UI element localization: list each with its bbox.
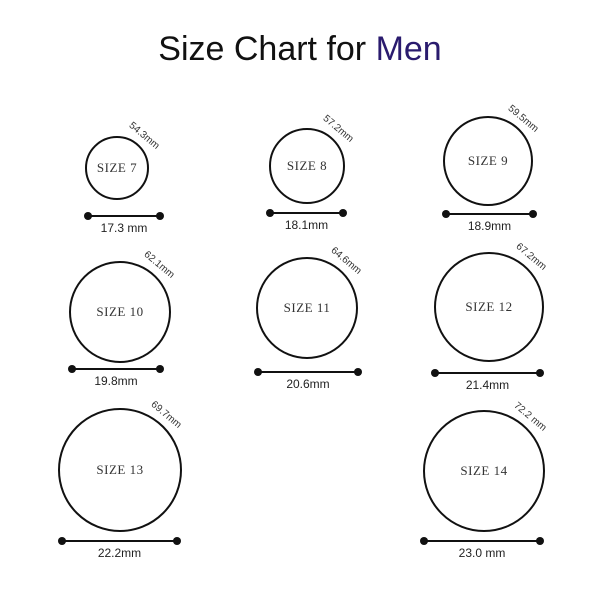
chart-title: Size Chart for Men <box>0 30 600 69</box>
endpoint-dot <box>431 369 439 377</box>
ring-circle <box>434 252 544 362</box>
title-prefix: Size Chart for <box>158 30 367 68</box>
size-label: SIZE 11 <box>283 300 331 315</box>
endpoint-dot <box>339 209 347 217</box>
endpoint-dot <box>529 210 537 218</box>
diameter-label: 22.2mm <box>97 546 142 560</box>
ring-circle <box>58 408 182 532</box>
ring-circle <box>69 261 171 363</box>
diameter-label: 23.0 mm <box>458 546 506 560</box>
ring-circle <box>85 136 149 200</box>
diameter-line <box>266 209 347 217</box>
diameter-label: 19.8mm <box>94 374 138 388</box>
diameter-line <box>431 369 544 377</box>
endpoint-dot <box>266 209 274 217</box>
endpoint-dot <box>84 212 92 220</box>
ring-circle <box>256 257 358 359</box>
endpoint-dot <box>156 212 164 220</box>
diameter-label: 17.3 mm <box>100 221 148 235</box>
endpoint-dot <box>420 537 428 545</box>
ring-circle <box>269 128 345 204</box>
size-label: SIZE 8 <box>286 158 328 173</box>
diameter-line <box>254 368 362 376</box>
diameter-line <box>84 212 164 220</box>
size-label: SIZE 10 <box>96 304 144 319</box>
size-label: SIZE 7 <box>96 160 138 175</box>
size-label: SIZE 12 <box>465 299 513 314</box>
endpoint-dot <box>173 537 181 545</box>
diameter-label: 20.6mm <box>286 377 330 391</box>
ring-circle <box>423 410 545 532</box>
diameter-line <box>420 537 544 545</box>
diameter-line <box>442 210 537 218</box>
endpoint-dot <box>68 365 76 373</box>
endpoint-dot <box>156 365 164 373</box>
ring-circle <box>443 116 533 206</box>
diameter-line <box>68 365 164 373</box>
endpoint-dot <box>254 368 262 376</box>
endpoint-dot <box>536 537 544 545</box>
size-label: SIZE 9 <box>467 153 509 168</box>
endpoint-dot <box>58 537 66 545</box>
size-label: SIZE 13 <box>96 462 144 477</box>
size-label: SIZE 14 <box>460 463 508 478</box>
endpoint-dot <box>354 368 362 376</box>
diameter-label: 18.9mm <box>467 219 512 233</box>
diameter-line <box>58 537 181 545</box>
diameter-label: 21.4mm <box>465 378 510 392</box>
endpoint-dot <box>536 369 544 377</box>
diameter-label: 18.1mm <box>284 218 329 232</box>
endpoint-dot <box>442 210 450 218</box>
title-accent: Men <box>375 30 442 68</box>
